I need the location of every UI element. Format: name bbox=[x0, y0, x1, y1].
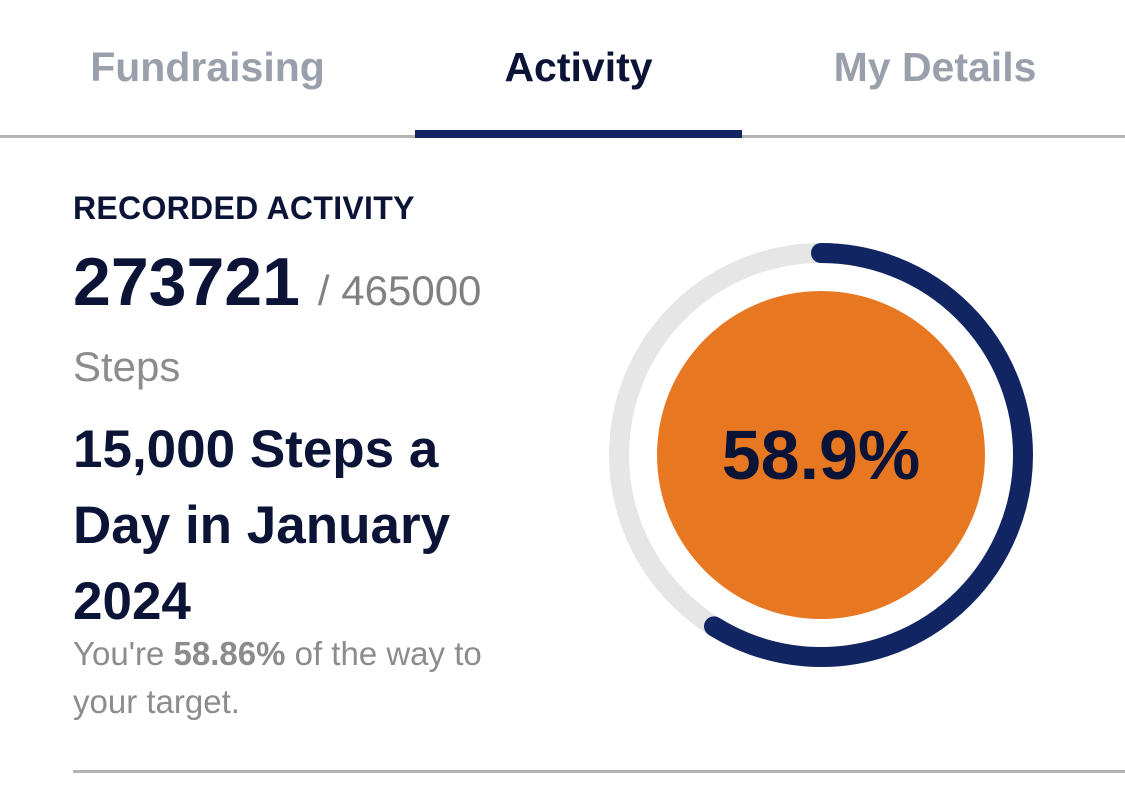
unit-label: Steps bbox=[73, 343, 181, 390]
target-steps-value: / 465000 bbox=[317, 267, 482, 314]
bottom-divider bbox=[73, 770, 1125, 773]
progress-ring: 58.9% bbox=[607, 241, 1035, 669]
ring-percent-label: 58.9% bbox=[721, 416, 921, 494]
progress-percent: 58.86% bbox=[173, 635, 286, 672]
activity-figures: 273721 / 465000 bbox=[73, 243, 481, 321]
recorded-activity-label: RECORDED ACTIVITY bbox=[73, 190, 415, 226]
tab-fundraising[interactable]: Fundraising bbox=[90, 44, 325, 90]
progress-summary: You're 58.86% of the way to your target. bbox=[73, 630, 543, 726]
ring-progress-arc bbox=[609, 243, 1033, 667]
tab-bar: Fundraising Activity My Details bbox=[0, 0, 1125, 138]
tab-my-details[interactable]: My Details bbox=[833, 44, 1037, 90]
tab-activity[interactable]: Activity bbox=[504, 44, 653, 90]
progress-suffix: of the way to your target. bbox=[73, 635, 482, 720]
current-steps-value: 273721 bbox=[73, 244, 300, 320]
active-tab-indicator bbox=[415, 130, 742, 138]
challenge-title: 15,000 Steps a Day in January 2024 bbox=[73, 420, 451, 631]
progress-ring-graphic bbox=[609, 243, 1033, 667]
progress-prefix: You're bbox=[73, 635, 174, 672]
ring-center-fill bbox=[657, 291, 985, 619]
